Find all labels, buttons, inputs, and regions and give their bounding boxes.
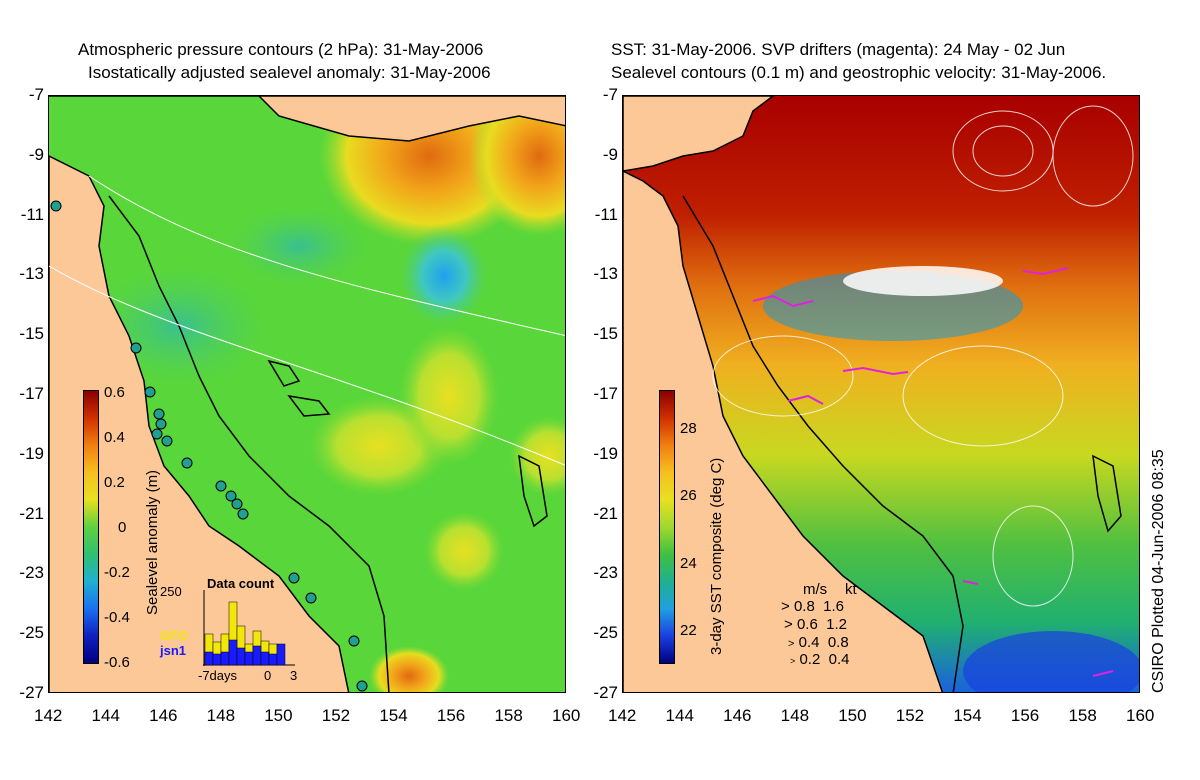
right-xtick-2: 146 <box>723 706 752 725</box>
speed-legend-header-kt: kt <box>845 581 857 598</box>
sla-tick-7: -0.6 <box>104 654 130 671</box>
right-xtick-1: 144 <box>665 706 694 725</box>
left-xtick-3: 148 <box>206 706 236 725</box>
histogram-x-right: 3 <box>290 668 298 683</box>
left-ytick-0: -7 <box>28 85 44 104</box>
right-title-line1: SST: 31-May-2006. SVP drifters (magenta)… <box>611 40 1066 59</box>
sealevel-colorbar <box>83 390 99 664</box>
right-xtick-4: 150 <box>838 706 867 725</box>
right-xtick-9: 160 <box>1126 706 1155 725</box>
right-xtick-0: 142 <box>608 706 637 725</box>
sst-tick-4: 22 <box>680 622 697 639</box>
left-xtick-5: 152 <box>321 706 351 725</box>
right-ytick-3: -13 <box>593 264 618 284</box>
arrow-icon: > <box>790 656 796 666</box>
left-title-line1: Atmospheric pressure contours (2 hPa): 3… <box>78 40 484 59</box>
left-xtick-9: 160 <box>552 706 581 725</box>
left-ytick-7: -21 <box>19 503 44 523</box>
left-xtick-2: 146 <box>149 706 178 725</box>
sst-colorbar-label: 3-day SST composite (deg C) <box>708 457 725 655</box>
histogram-x-mid: 0 <box>264 668 272 683</box>
sla-tick-1: 0.6 <box>104 384 125 401</box>
new-guinea-land <box>49 96 565 142</box>
sst-map <box>622 95 1140 693</box>
speed-legend-row-4: > 0.2 0.4 <box>790 651 850 668</box>
histogram-ymax: 250 <box>160 584 182 599</box>
right-ytick-5: -17 <box>593 384 618 403</box>
left-title-line2: Isostatically adjusted sealevel anomaly:… <box>88 63 491 82</box>
speed-legend-row-1: > 0.8 1.6 <box>781 598 844 615</box>
right-xtick-7: 156 <box>1010 706 1040 725</box>
right-ytick-7: -21 <box>593 503 618 523</box>
histogram-gfo-label: GFO <box>160 628 189 643</box>
data-count-histogram <box>203 590 295 666</box>
histogram-x-left: -7days <box>198 668 238 683</box>
sla-tick-5: -0.2 <box>104 564 130 581</box>
sst-tick-3: 24 <box>680 555 697 572</box>
sealevel-anomaly-map <box>48 95 566 693</box>
australia-land <box>49 155 350 692</box>
right-ytick-0: -7 <box>602 85 618 104</box>
left-ytick-2: -11 <box>20 204 44 224</box>
left-ytick-1: -9 <box>28 144 44 164</box>
sla-tick-4: 0 <box>118 519 127 536</box>
left-ytick-3: -13 <box>19 264 44 284</box>
left-ytick-4: -15 <box>19 324 44 344</box>
left-xtick-4: 150 <box>264 706 293 725</box>
left-ytick-5: -17 <box>19 384 44 403</box>
sla-tick-3: 0.2 <box>104 474 125 491</box>
right-xtick-8: 158 <box>1068 706 1097 725</box>
speed-legend-header-ms: m/s <box>803 581 828 598</box>
sla-tick-6: -0.4 <box>104 609 130 626</box>
right-ytick-9: -25 <box>593 623 618 643</box>
left-xtick-0: 142 <box>34 706 63 725</box>
left-xtick-6: 154 <box>379 706 408 725</box>
speed-legend-row-2: > 0.6 1.2 <box>784 616 847 633</box>
sst-tick-1: 28 <box>680 420 697 437</box>
right-xtick-5: 152 <box>895 706 925 725</box>
left-xtick-1: 144 <box>91 706 120 725</box>
credit-text: CSIRO Plotted 04-Jun-2006 08:35 <box>1150 449 1167 693</box>
histogram-title: Data count <box>207 576 275 591</box>
left-ytick-9: -25 <box>19 623 44 643</box>
sst-australia-land <box>623 170 944 692</box>
left-xtick-7: 156 <box>436 706 466 725</box>
sst-colorbar <box>659 390 675 664</box>
right-ytick-10: -27 <box>593 683 618 702</box>
left-ytick-8: -23 <box>19 563 44 583</box>
speed-legend-row-3: > 0.4 0.8 <box>788 634 849 651</box>
left-ytick-6: -19 <box>19 443 44 463</box>
sla-tick-2: 0.4 <box>104 429 125 446</box>
sst-new-guinea-land <box>623 96 775 172</box>
right-ytick-6: -19 <box>593 443 618 463</box>
right-xtick-3: 148 <box>780 706 810 725</box>
arrow-icon: > <box>788 638 795 650</box>
arrow-icon: > <box>784 616 793 633</box>
right-ytick-4: -15 <box>593 324 618 344</box>
histogram-jsn1-label: jsn1 <box>160 643 187 658</box>
sla-colorbar-label: Sealevel anomaly (m) <box>144 469 161 615</box>
left-xtick-8: 158 <box>494 706 523 725</box>
right-xtick-6: 154 <box>953 706 982 725</box>
right-ytick-1: -9 <box>602 144 618 164</box>
arrow-icon: > <box>781 598 790 615</box>
right-ytick-8: -23 <box>593 563 618 583</box>
right-title-line2: Sealevel contours (0.1 m) and geostrophi… <box>611 63 1107 82</box>
right-ytick-2: -11 <box>594 204 618 224</box>
left-ytick-10: -27 <box>19 683 44 702</box>
sst-tick-2: 26 <box>680 487 697 504</box>
